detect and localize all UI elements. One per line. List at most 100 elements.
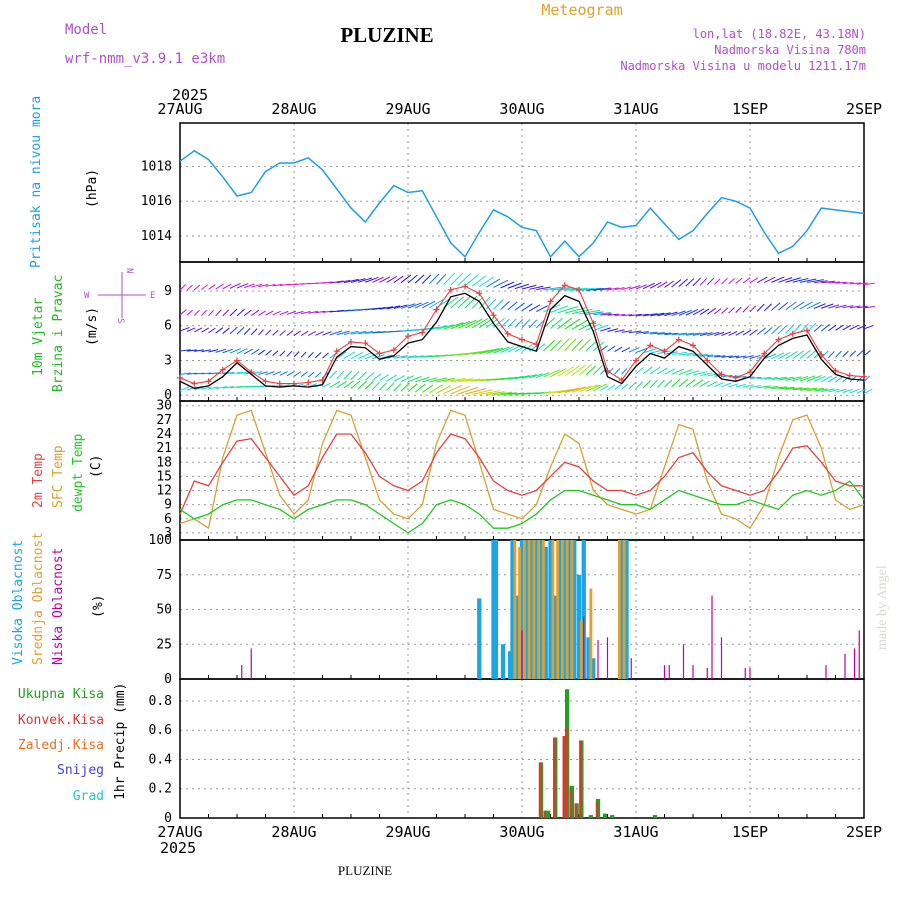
wind-arrow	[728, 355, 740, 359]
wind-arrow	[258, 329, 264, 336]
wind-gust-marker	[647, 342, 654, 349]
x-tick-label-top: 2SEP	[846, 100, 882, 118]
wind-arrow	[379, 382, 387, 391]
wind-arrow	[350, 330, 367, 335]
precip-conv-bar	[543, 810, 546, 818]
wind-arrow	[749, 305, 757, 313]
cloud-mid-bar	[537, 540, 541, 679]
wind-arrow	[678, 278, 688, 287]
wind-arrow	[842, 376, 850, 383]
temp-unit: (C)	[89, 455, 104, 478]
wind-arrow	[806, 301, 821, 310]
cloud-low-bar	[597, 640, 599, 679]
y-tick-label: 15	[156, 469, 172, 484]
wind-arrow	[514, 302, 525, 311]
wind-arrow	[243, 327, 251, 335]
wind-arrow	[735, 383, 746, 388]
wind-arrow	[486, 391, 505, 396]
wind-arrow	[500, 281, 515, 289]
cloud-mid-bar	[579, 620, 583, 679]
wind-arrow	[728, 330, 738, 336]
wind-arrow	[472, 389, 493, 395]
wind-arrow	[543, 369, 561, 378]
wind-arrow	[699, 278, 708, 286]
y-tick-label: 24	[156, 427, 172, 442]
wind-arrow	[585, 365, 597, 376]
wind-arrow	[407, 383, 418, 393]
wind-arrow	[863, 306, 875, 309]
wind-arrow	[607, 328, 619, 332]
cloud-high-bar	[586, 637, 591, 679]
wind-arrow	[201, 349, 212, 353]
wind-arrow	[771, 376, 787, 381]
wind-arrow	[742, 277, 751, 284]
wind-arrow	[792, 350, 804, 360]
wind-arrow	[685, 353, 701, 356]
wind-speed-line	[179, 292, 865, 389]
meteogram-label: Meteogram	[541, 1, 622, 19]
wind-arrow	[400, 355, 417, 359]
wind-arrow	[714, 278, 721, 285]
wind-arrow	[586, 287, 604, 291]
wind-arrow	[535, 319, 545, 329]
wind-arrow	[550, 305, 569, 313]
wind-arrow	[300, 351, 307, 358]
wind-arrow	[215, 309, 222, 317]
wind-arrow	[564, 386, 586, 393]
wind-arrow	[835, 304, 847, 309]
wind-arrow	[322, 310, 333, 313]
wind-gust-marker	[846, 372, 853, 379]
wind-arrow	[436, 385, 452, 394]
cloud-high-bar	[553, 595, 558, 679]
wind-arrow	[700, 372, 713, 377]
wind-gust-marker	[362, 340, 369, 347]
wind-arrow	[372, 382, 380, 390]
wind-arrow	[628, 313, 642, 317]
wind-arrow	[457, 378, 481, 382]
wind-arrow	[685, 309, 699, 316]
dewpt-title: dewpt Temp	[71, 434, 86, 512]
wind-gust-marker	[832, 367, 839, 374]
wind-arrow	[365, 276, 379, 283]
wind-arrow	[849, 305, 861, 309]
wind-arrow	[821, 375, 832, 383]
wind-arrow	[258, 371, 268, 375]
wind-arrow	[849, 388, 860, 394]
wind-arrow	[479, 348, 500, 355]
wind-arrow	[194, 349, 204, 352]
wind-arrow	[372, 354, 385, 360]
wind-arrow	[835, 376, 844, 383]
wind-arrow	[457, 295, 471, 309]
wind-arrow	[642, 366, 653, 375]
wind-arrow	[863, 324, 874, 330]
wind-arrow	[664, 379, 673, 388]
wind-arrow	[749, 277, 759, 284]
wind-arrow	[229, 371, 244, 375]
wind-arrow	[436, 324, 455, 330]
wind-arrow	[642, 380, 651, 389]
wind-arrow	[671, 351, 687, 356]
cloud-mid-bar	[589, 588, 593, 679]
y-tick-label: 0.4	[149, 752, 173, 767]
elevation-text: Nadmorska Visina 780m	[714, 43, 866, 57]
y-tick-label: 25	[156, 637, 172, 652]
wind-arrow	[557, 317, 573, 330]
wind-arrow	[571, 287, 594, 291]
wind-arrow	[194, 327, 203, 333]
cloud-low-title: Niska Oblacnost	[51, 548, 66, 665]
wind-arrow	[300, 371, 308, 377]
wind-arrow	[222, 283, 232, 290]
wind-gust-marker	[504, 330, 511, 337]
wind-arrow	[685, 278, 695, 287]
wind-arrow	[386, 382, 395, 391]
wind-arrow	[707, 354, 721, 358]
cloud-low-bar	[706, 667, 708, 679]
wind-arrow	[186, 309, 193, 316]
precip-snow-label: Snijeg	[57, 763, 104, 778]
wind-arrow	[699, 380, 710, 387]
wind-gust-marker	[747, 369, 753, 376]
wind-arrow	[792, 387, 810, 391]
wind-arrow	[764, 385, 779, 389]
cloud-mid-bar	[513, 540, 517, 679]
wind-gust-marker	[633, 357, 639, 364]
